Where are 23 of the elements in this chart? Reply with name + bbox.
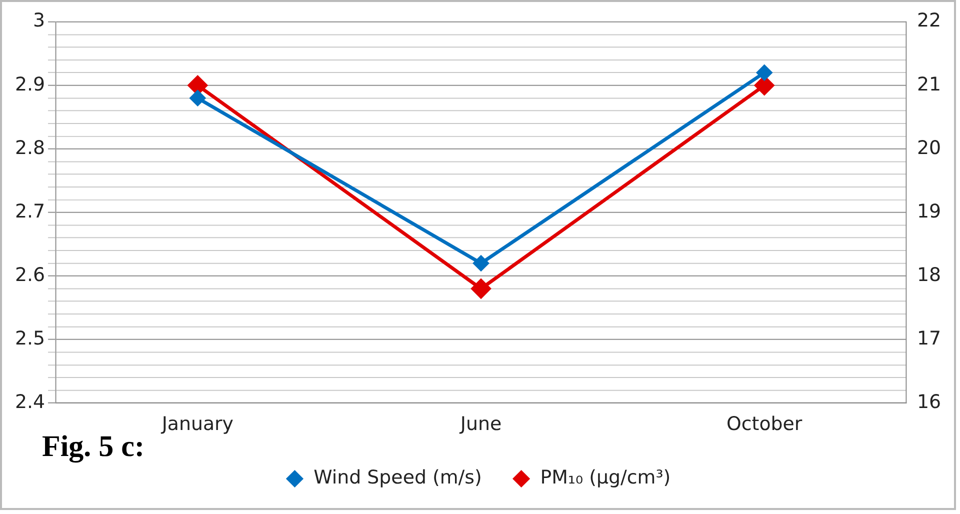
y-tick-label: 2.6 (14, 264, 46, 286)
y-tick-label: 2.7 (14, 200, 46, 222)
y-tick-label: 2.5 (14, 327, 46, 350)
y-tick-label: 2.4 (14, 390, 46, 413)
y2-tick-label: 20 (916, 136, 942, 159)
y-tick-label: 3 (33, 10, 46, 32)
point (473, 256, 489, 271)
y-tick-label: 2.8 (14, 136, 46, 159)
point (190, 90, 206, 106)
point (756, 64, 772, 80)
x-tick-label: June (459, 413, 502, 436)
y-tick-label: 2.9 (14, 73, 46, 96)
x-tick-label: October (726, 413, 802, 436)
y2-tick-label: 22 (916, 10, 942, 32)
y2-tick-label: 21 (916, 73, 942, 96)
x-tick-label: January (160, 413, 234, 436)
caption: Fig. 5 c: (42, 430, 144, 464)
y2-tick-label: 19 (916, 200, 942, 222)
y2-tick-label: 16 (916, 390, 942, 413)
legend-label: PM₁₀ (µg/cm³) (540, 466, 671, 489)
legend-label: Wind Speed (m/s) (314, 466, 482, 489)
y2-tick-label: 17 (916, 327, 942, 350)
y2-tick-label: 18 (916, 264, 942, 286)
